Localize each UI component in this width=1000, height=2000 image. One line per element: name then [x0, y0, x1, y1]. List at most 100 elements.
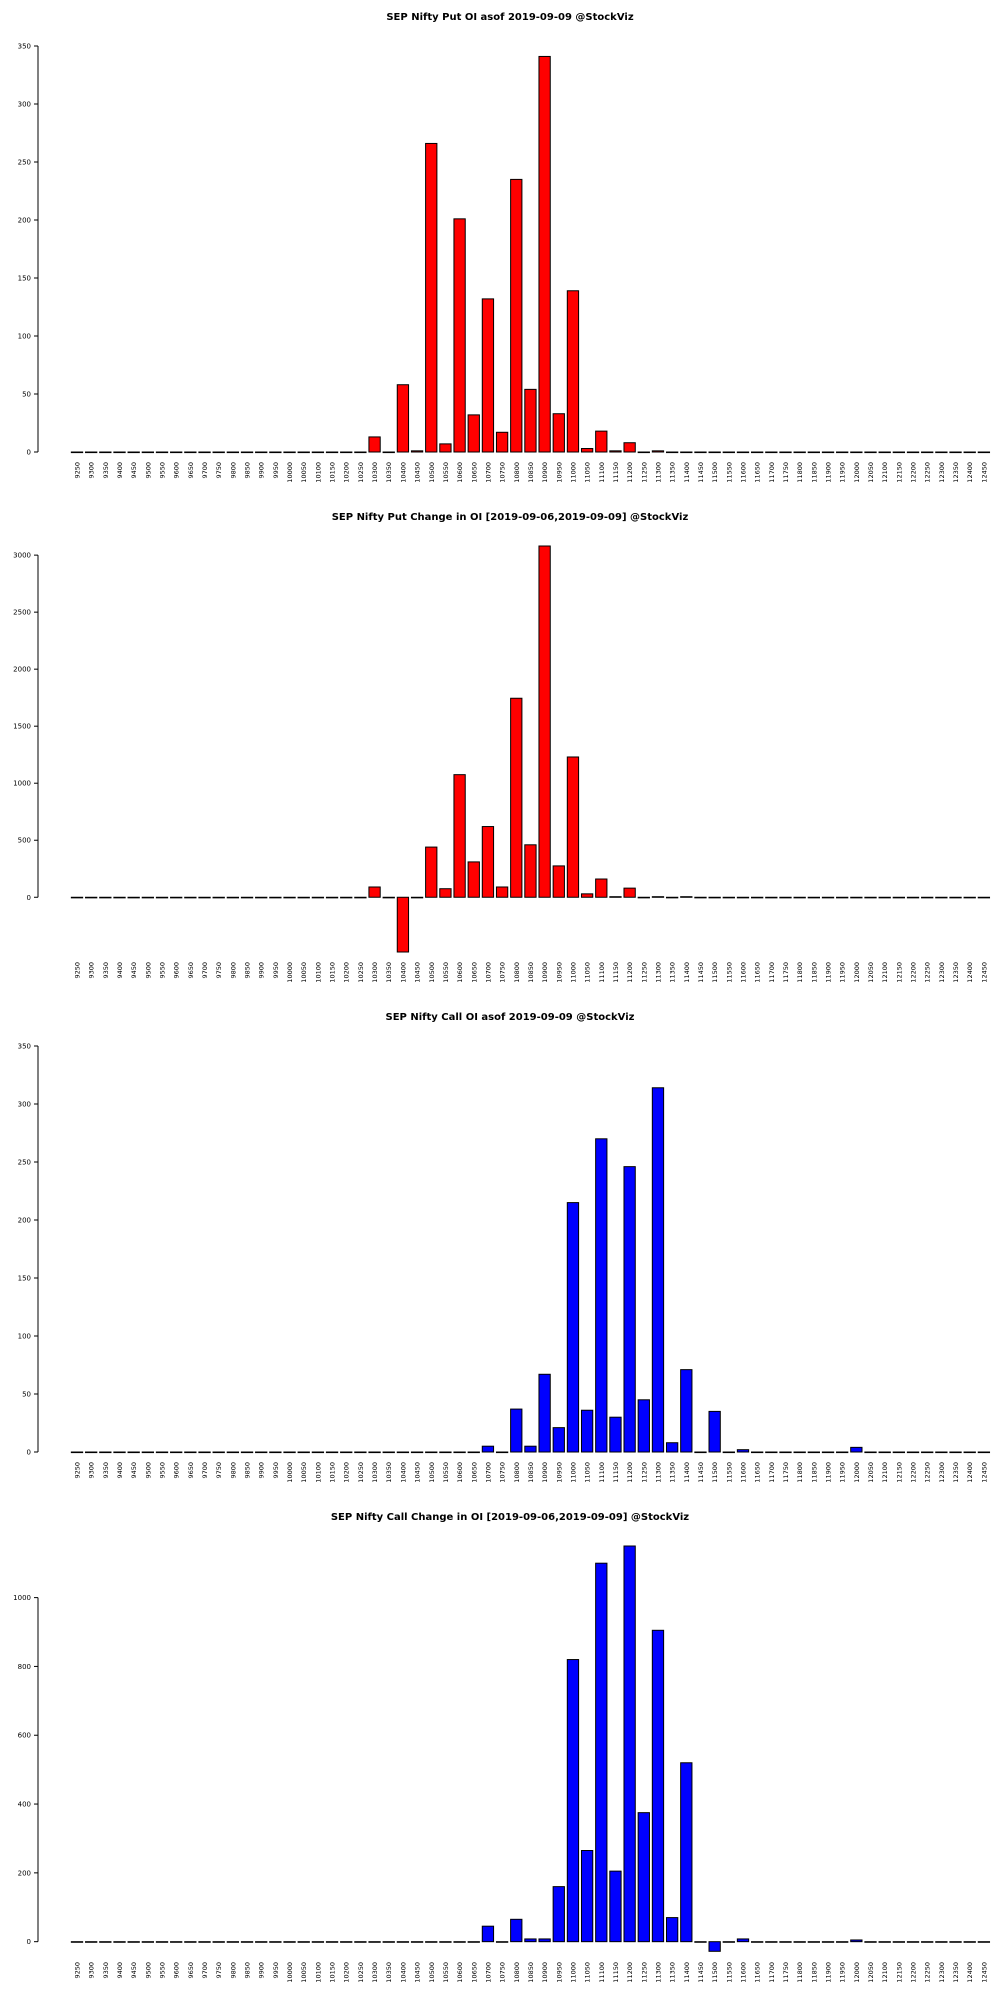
- bar-11550: [722, 1451, 735, 1454]
- bar-10600: [453, 1451, 466, 1454]
- x-tick-label: 9600: [173, 962, 181, 979]
- x-tick-label: 9650: [187, 462, 195, 479]
- bar-9450: [127, 896, 140, 899]
- x-tick-label: 9850: [244, 1962, 252, 1979]
- bar-9600: [170, 451, 183, 454]
- bar-10750: [495, 886, 509, 898]
- x-tick-label: 10950: [555, 962, 563, 983]
- bar-11350: [665, 1442, 679, 1453]
- bar-11850: [807, 896, 820, 899]
- x-tick-label: 11150: [612, 1462, 620, 1483]
- x-tick-label: 12000: [853, 1962, 861, 1983]
- y-tick-label: 350: [18, 1043, 31, 1051]
- x-tick-label: 9900: [258, 1462, 266, 1479]
- x-tick-label: 11200: [626, 1962, 634, 1983]
- bar-10200: [340, 1451, 353, 1454]
- bar-12350: [949, 1451, 962, 1454]
- bar-10700: [481, 1445, 495, 1453]
- x-tick-label: 9700: [201, 462, 209, 479]
- bar-9750: [212, 1941, 225, 1943]
- x-tick-label: 10300: [371, 962, 379, 983]
- y-tick-label: 2500: [13, 609, 31, 617]
- x-tick-label: 9700: [201, 1462, 209, 1479]
- x-tick-label: 11600: [739, 1962, 747, 1983]
- bar-12250: [921, 896, 934, 899]
- y-tick-label: 800: [18, 1663, 31, 1671]
- bar-9300: [85, 1451, 98, 1454]
- x-tick-label: 10400: [399, 1462, 407, 1483]
- x-tick-label: 11450: [697, 462, 705, 483]
- bar-11950: [836, 1451, 849, 1454]
- y-tick-label: 100: [18, 333, 31, 341]
- bar-10950: [552, 1427, 565, 1453]
- bar-10350: [382, 451, 395, 454]
- bar-11750: [779, 1451, 792, 1454]
- x-tick-label: 9350: [102, 1962, 110, 1979]
- x-tick-label: 9550: [159, 1962, 167, 1979]
- y-tick-label: 300: [18, 101, 31, 109]
- bar-9350: [99, 1451, 112, 1454]
- bar-9300: [85, 451, 98, 454]
- x-tick-label: 12000: [853, 462, 861, 483]
- x-tick-label: 10750: [499, 462, 507, 483]
- x-tick-label: 12150: [895, 1962, 903, 1983]
- bar-9450: [127, 1941, 140, 1943]
- x-tick-label: 10750: [499, 1462, 507, 1483]
- x-tick-label: 9950: [272, 962, 280, 979]
- bar-12250: [921, 451, 934, 454]
- bar-11900: [821, 451, 835, 454]
- bar-11650: [751, 451, 764, 454]
- x-tick-label: 10400: [399, 962, 407, 983]
- bar-10450: [410, 896, 424, 899]
- bar-10000: [283, 1941, 296, 1943]
- bar-10950: [552, 413, 565, 453]
- y-tick-label: 2000: [13, 666, 31, 674]
- bar-9350: [99, 896, 112, 899]
- bar-10050: [297, 1451, 310, 1454]
- x-tick-label: 9400: [116, 462, 124, 479]
- bar-11250: [637, 896, 650, 899]
- x-tick-label: 9300: [88, 1462, 96, 1479]
- x-tick-label: 12350: [952, 1962, 960, 1983]
- x-tick-label: 11750: [782, 1462, 790, 1483]
- bar-11550: [722, 1941, 735, 1943]
- bar-11500: [708, 896, 721, 899]
- x-tick-label: 11000: [569, 962, 577, 983]
- x-tick-label: 11950: [839, 1962, 847, 1983]
- bar-11800: [793, 1941, 806, 1943]
- bar-9800: [226, 896, 240, 899]
- x-tick-label: 10200: [343, 1962, 351, 1983]
- y-tick-label: 1000: [13, 780, 31, 788]
- y-tick-label: 400: [18, 1801, 31, 1809]
- x-tick-label: 9750: [215, 962, 223, 979]
- bar-11450: [694, 1941, 707, 1943]
- bar-9800: [226, 1451, 240, 1454]
- x-tick-label: 12050: [867, 962, 875, 983]
- x-tick-label: 11600: [739, 462, 747, 483]
- bar-9800: [226, 1941, 240, 1943]
- bar-11800: [793, 451, 806, 454]
- y-tick-label: 150: [18, 275, 31, 283]
- bar-9400: [113, 896, 126, 899]
- x-tick-label: 9450: [130, 1462, 138, 1479]
- bar-9400: [113, 1941, 126, 1943]
- x-tick-label: 9500: [144, 1462, 152, 1479]
- bar-11750: [779, 1941, 792, 1943]
- x-tick-label: 10000: [286, 1962, 294, 1983]
- chart-4: SEP Nifty Call Change in OI [2019-09-06,…: [13, 1512, 991, 1983]
- x-tick-label: 9350: [102, 1462, 110, 1479]
- x-tick-label: 9650: [187, 1962, 195, 1979]
- y-tick-label: 50: [22, 1391, 31, 1399]
- x-tick-label: 9350: [102, 962, 110, 979]
- bar-12000: [850, 451, 863, 454]
- bar-12150: [892, 1941, 906, 1943]
- x-tick-label: 12400: [966, 1962, 974, 1983]
- bar-9350: [99, 451, 112, 454]
- bar-12400: [963, 896, 976, 899]
- x-tick-label: 9500: [144, 462, 152, 479]
- x-tick-label: 10700: [484, 462, 492, 483]
- bar-9950: [269, 451, 282, 454]
- bar-11600: [736, 896, 750, 899]
- x-tick-label: 10800: [513, 1962, 521, 1983]
- x-tick-label: 10350: [385, 1462, 393, 1483]
